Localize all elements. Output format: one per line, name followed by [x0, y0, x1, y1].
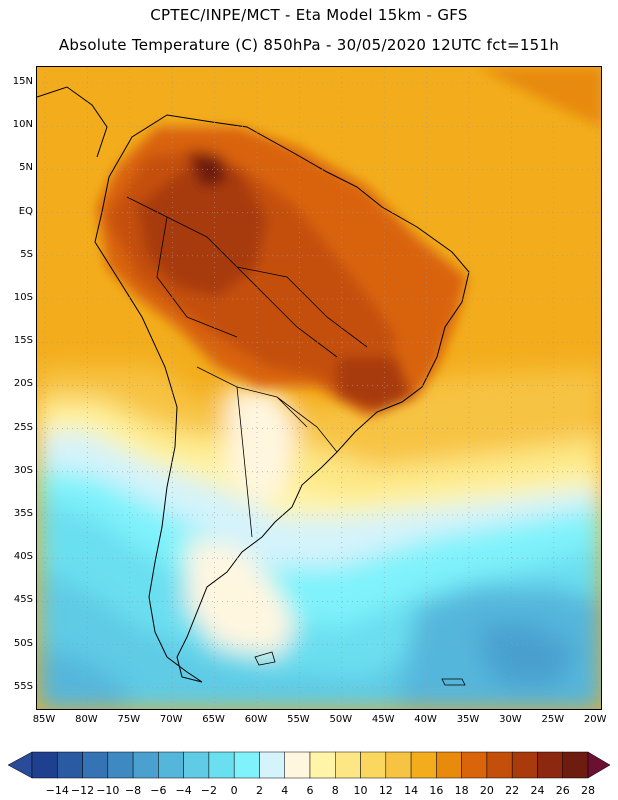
colorbar-tick-label: −2	[200, 784, 218, 797]
lat-label-15s: 15S	[13, 335, 33, 347]
chart-title-line1: CPTEC/INPE/MCT - Eta Model 15km - GFS	[150, 6, 468, 24]
colorbar-swatch	[562, 751, 589, 779]
colorbar-swatch	[82, 751, 109, 779]
colorbar-tick-label: 4	[281, 784, 289, 797]
map-panel	[36, 66, 602, 710]
temperature-colorbar	[7, 751, 611, 779]
lon-label-70w: 70W	[159, 714, 183, 725]
lat-label-15n: 15N	[12, 76, 33, 87]
south-america-coastline	[94, 114, 470, 683]
colorbar-swatch	[486, 751, 513, 779]
colorbar-swatch	[132, 751, 159, 779]
colorbar-swatch	[259, 751, 285, 779]
colorbar-tick-label: 22	[505, 784, 520, 797]
lat-label-40s: 40S	[13, 551, 33, 563]
lon-label-30w: 30W	[499, 714, 522, 725]
lat-label-45s: 45S	[13, 594, 33, 606]
lat-label-25s: 25S	[13, 421, 33, 433]
colorbar-tick-label: 26	[555, 784, 570, 797]
lon-label-60w: 60W	[244, 714, 268, 725]
colorbar-tick-label: 20	[479, 784, 494, 797]
colorbar-tick-label: 18	[454, 784, 469, 797]
northeast-warm-patch	[477, 67, 601, 127]
colorbar-swatch	[511, 751, 538, 779]
band-minus4-west	[37, 647, 127, 709]
colorbar-swatch	[537, 751, 563, 779]
colorbar-swatch	[360, 751, 387, 779]
colorbar-swatch	[107, 751, 134, 779]
lon-label-40w: 40W	[414, 714, 437, 725]
lon-label-85w: 85W	[32, 714, 56, 725]
colorbar-tick-label: −12	[70, 784, 95, 797]
lat-label-50s: 50S	[13, 637, 33, 649]
colorbar-swatch	[158, 751, 184, 779]
temperature-field-map	[37, 67, 601, 709]
caribbean-region	[37, 67, 601, 227]
colorbar-swatch	[57, 751, 83, 779]
colorbar-swatch	[309, 751, 336, 779]
lat-label-10s: 10S	[13, 292, 33, 303]
lon-label-20w: 20W	[583, 714, 607, 725]
colorbar-swatch	[233, 751, 260, 779]
colorbar-swatch	[31, 751, 58, 779]
lat-label-35s: 35S	[13, 508, 33, 519]
colorbar-tick-label: −8	[124, 784, 142, 797]
colorbar-tick-label: 8	[331, 784, 339, 797]
lat-label-20s: 20S	[13, 378, 33, 390]
lat-label-30s: 30S	[13, 464, 33, 476]
lon-label-80w: 80W	[75, 714, 98, 725]
colorbar-over-arrow	[587, 751, 611, 779]
lon-label-25w: 25W	[541, 714, 565, 725]
colorbar-swatch	[461, 751, 488, 779]
lat-label-5s: 5S	[20, 248, 33, 260]
lat-label-eq: EQ	[18, 205, 33, 217]
colorbar-swatch	[410, 751, 437, 779]
colorbar-swatch	[436, 751, 462, 779]
colorbar-tick-label: 16	[429, 784, 444, 797]
argentina-pale-region	[227, 387, 297, 507]
colorbar-tick-label: 6	[306, 784, 314, 797]
south-georgia-island	[441, 678, 466, 686]
colorbar-tick-label: −6	[150, 784, 167, 797]
colorbar-tick-label: 28	[581, 784, 595, 797]
colorbar-under-arrow	[7, 751, 33, 779]
colorbar-tick-label: −14	[45, 784, 69, 797]
lon-label-45w: 45W	[371, 714, 395, 725]
colorbar-tick-label: 0	[230, 784, 238, 797]
colorbar-tick-label: −10	[96, 784, 120, 797]
central-america-coastline	[37, 86, 108, 158]
colorbar-tick-label: −4	[175, 784, 192, 797]
colorbar-tick-label: 12	[378, 784, 393, 797]
colorbar-tick-label: 10	[353, 784, 368, 797]
lon-label-35w: 35W	[456, 714, 480, 725]
colorbar-tick-label: 24	[530, 784, 545, 797]
lon-label-50w: 50W	[329, 714, 353, 725]
colorbar-tick-label: 2	[255, 784, 263, 797]
lon-label-75w: 75W	[117, 714, 141, 725]
colorbar-swatch	[183, 751, 210, 779]
lon-label-55w: 55W	[287, 714, 310, 725]
falkland-islands	[254, 651, 276, 666]
lon-label-65w: 65W	[202, 714, 225, 725]
colorbar-swatch	[335, 751, 361, 779]
colorbar-swatch	[284, 751, 311, 779]
colorbar-swatch	[208, 751, 235, 779]
lat-label-55s: 55S	[13, 680, 33, 692]
hot-southeast-26	[337, 357, 412, 412]
band-minus6	[477, 622, 577, 687]
lat-label-10n: 10N	[12, 119, 33, 131]
colorbar-swatch	[385, 751, 412, 779]
colorbar-tick-label: 14	[404, 784, 419, 797]
chart-title-line2: Absolute Temperature (C) 850hPa - 30/05/…	[58, 36, 560, 54]
lat-label-5n: 5N	[19, 162, 33, 174]
